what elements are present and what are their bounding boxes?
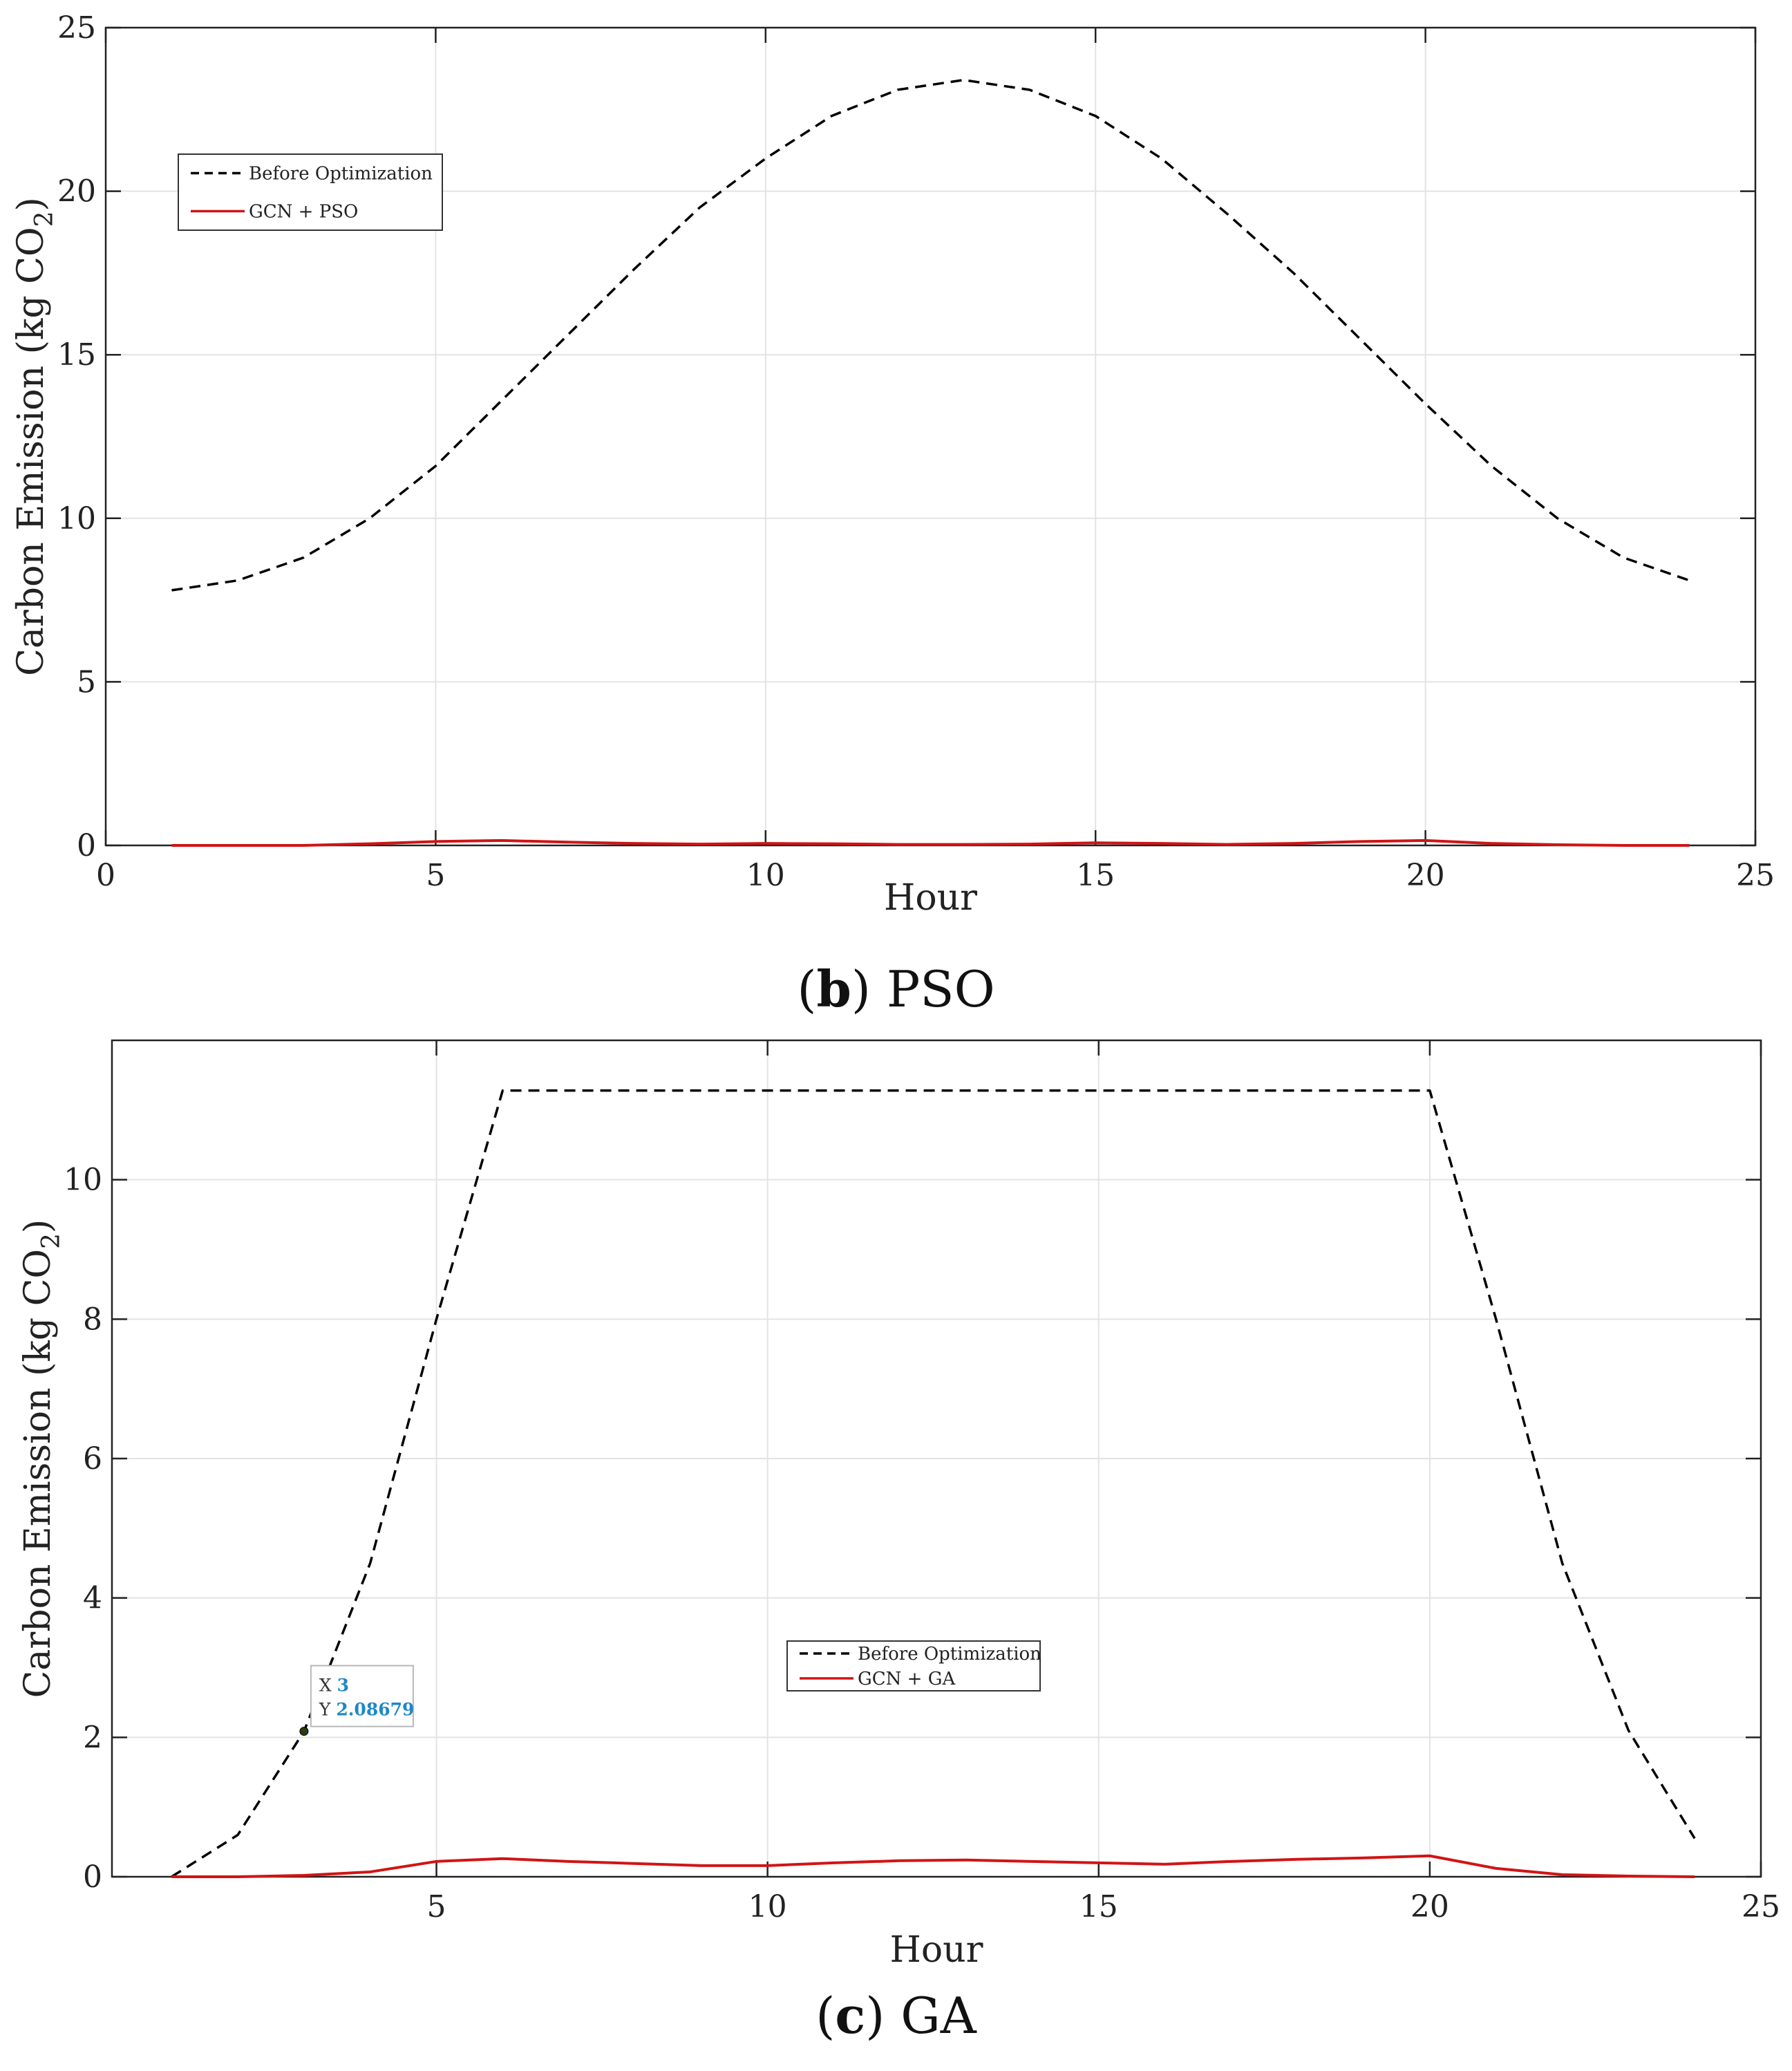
y-tick-label: 10 [64,1163,102,1198]
caption-ga: (c) GA [815,1986,977,2045]
x-tick-label: 25 [1736,858,1775,893]
series-gcn-ga [171,1854,1695,1878]
legend-label: GCN + GA [858,1669,956,1689]
legend-box [786,1640,1041,1692]
y-tick-label: 10 [57,501,96,536]
x-axis-label: Hour [889,1929,983,1971]
y-tick-label: 20 [57,174,96,209]
x-tick-label: 15 [1076,858,1115,893]
x-tick-label: 15 [1079,1889,1118,1924]
datatip-box [310,1665,414,1727]
x-tick-label: 20 [1406,858,1445,893]
datatip: X 3 Y 2.08679 [299,1665,415,1736]
y-tick-label: 15 [57,337,96,373]
y-tick-label: 5 [77,664,96,700]
datatip-marker [299,1727,309,1736]
y-tick-label: 0 [83,1859,102,1895]
chart-ga: 5 10 15 20 25 0 2 4 6 8 10 Hour Carbon Emission (kg … [17,1039,1780,1971]
x-tick-label: 5 [427,1889,446,1924]
x-tick-label: 10 [748,1889,787,1924]
caption-pso: (b) PSO [797,959,995,1018]
x-tick-label: 5 [426,858,445,893]
y-axis-label: Carbon Emission (kg CO2) [10,197,59,676]
x-tick-label: 20 [1411,1889,1449,1924]
x-tick-label: 25 [1742,1889,1780,1924]
legend-label: Before Optimization [249,164,433,185]
legend-label: GCN + PSO [249,202,358,223]
y-tick-label: 4 [83,1581,102,1616]
legend: Before Optimization GCN + GA [786,1640,1041,1692]
legend-box [178,153,443,231]
series-gcn-pso [171,838,1690,847]
y-tick-label: 6 [83,1441,102,1477]
datatip-x: X 3 [319,1676,349,1696]
datatip-y: Y 2.08679 [319,1700,415,1720]
x-tick-label: 0 [96,858,115,893]
series-before-optimization [171,1089,1696,1878]
y-tick-label: 8 [83,1302,102,1337]
plot-area [106,28,1755,845]
legend: Before Optimization GCN + PSO [178,153,443,231]
chart-pso: 0 5 10 15 20 25 0 5 10 15 20 25 Hour Carbon Emission … [10,10,1775,919]
y-tick-label: 0 [77,828,96,863]
x-axis-label: Hour [884,877,977,919]
y-axis-label: Carbon Emission (kg CO2) [17,1219,66,1698]
y-tick-label: 25 [57,10,96,46]
x-tick-label: 10 [746,858,785,893]
legend-label: Before Optimization [858,1644,1041,1665]
y-tick-label: 2 [83,1720,102,1755]
